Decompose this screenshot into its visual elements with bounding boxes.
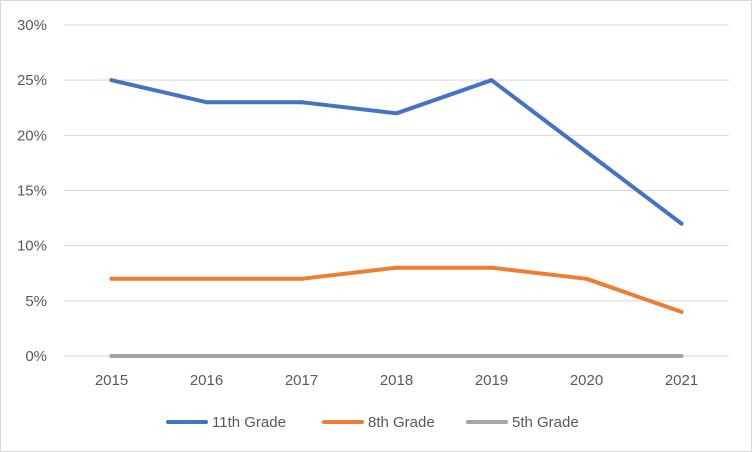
data-point [299,354,304,358]
y-tick-label: 30% [17,17,47,34]
data-point [489,354,494,358]
series-line-11th-grade [109,78,684,226]
y-tick-label: 5% [25,293,47,310]
data-point [204,354,209,358]
legend-label: 5th Grade [512,414,579,431]
y-tick-label: 20% [17,127,47,144]
data-point [394,265,399,270]
y-tick-label: 15% [17,183,47,200]
y-tick-label: 0% [25,348,47,365]
data-point [489,265,494,270]
x-tick-label: 2019 [475,372,508,389]
data-point [584,276,589,281]
y-axis-tick-labels: 0% 5% 10% 15% 20% 25% 30% [17,17,47,365]
data-point [679,309,684,314]
data-point [394,354,399,358]
legend-item-5th-grade: 5th Grade [466,414,579,431]
series-line-8th-grade [109,265,684,314]
gridlines [64,24,729,357]
data-point [299,100,304,105]
x-tick-label: 2016 [190,372,223,389]
data-point [584,354,589,358]
legend: 11th Grade 8th Grade 5th Grade [166,414,579,431]
data-point [679,354,684,358]
data-point [204,100,209,105]
data-point [109,78,114,83]
data-point [109,354,114,358]
data-point [394,111,399,116]
x-tick-label: 2020 [570,372,603,389]
x-tick-label: 2018 [380,372,413,389]
y-tick-label: 10% [17,238,47,255]
x-tick-label: 2017 [285,372,318,389]
legend-label: 11th Grade [212,414,286,431]
legend-item-8th-grade: 8th Grade [322,414,435,431]
legend-label: 8th Grade [368,414,435,431]
x-axis-tick-labels: 2015 2016 2017 2018 2019 2020 2021 [95,372,698,389]
series-lines [109,78,684,358]
data-point [109,276,114,281]
data-point [489,78,494,83]
x-tick-label: 2021 [665,372,698,389]
y-tick-label: 25% [17,72,47,89]
data-point [679,221,684,226]
data-point [204,276,209,281]
data-point [299,276,304,281]
x-tick-label: 2015 [95,372,128,389]
data-point [584,149,589,154]
legend-item-11th-grade: 11th Grade [166,414,286,431]
